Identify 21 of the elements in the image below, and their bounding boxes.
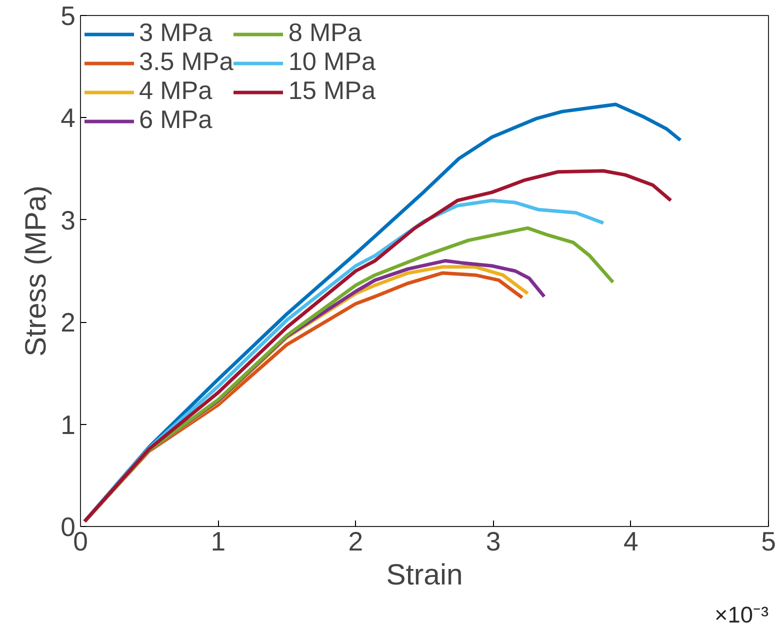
y-tick-label: 4 — [60, 103, 76, 134]
text: ×10⁻³ — [714, 602, 769, 628]
line-series — [82, 169, 673, 524]
x-tick-label: 3 — [486, 526, 501, 556]
legend-label: 10 MPa — [288, 48, 376, 77]
x-axis-title: Strain — [386, 558, 463, 592]
legend-label: 4 MPa — [139, 77, 212, 106]
legend-label: 3.5 MPa — [139, 48, 234, 77]
y-axis-title: Stress (MPa) — [20, 185, 53, 357]
legend-label: 6 MPa — [139, 106, 212, 135]
x-tick-label: 4 — [623, 526, 638, 556]
legend-label: 3 MPa — [139, 19, 212, 48]
y-tick-label: 5 — [60, 1, 76, 31]
x-tick-label: 5 — [761, 526, 776, 556]
legend-label: 15 MPa — [288, 77, 376, 106]
legend-label: 8 MPa — [288, 19, 362, 48]
y-tick-label: 3 — [60, 205, 76, 236]
y-tick-label: 2 — [60, 308, 76, 338]
y-tick-label: 1 — [60, 410, 76, 440]
x-tick-label: 1 — [210, 526, 226, 556]
x-tick-label: 2 — [348, 526, 364, 556]
